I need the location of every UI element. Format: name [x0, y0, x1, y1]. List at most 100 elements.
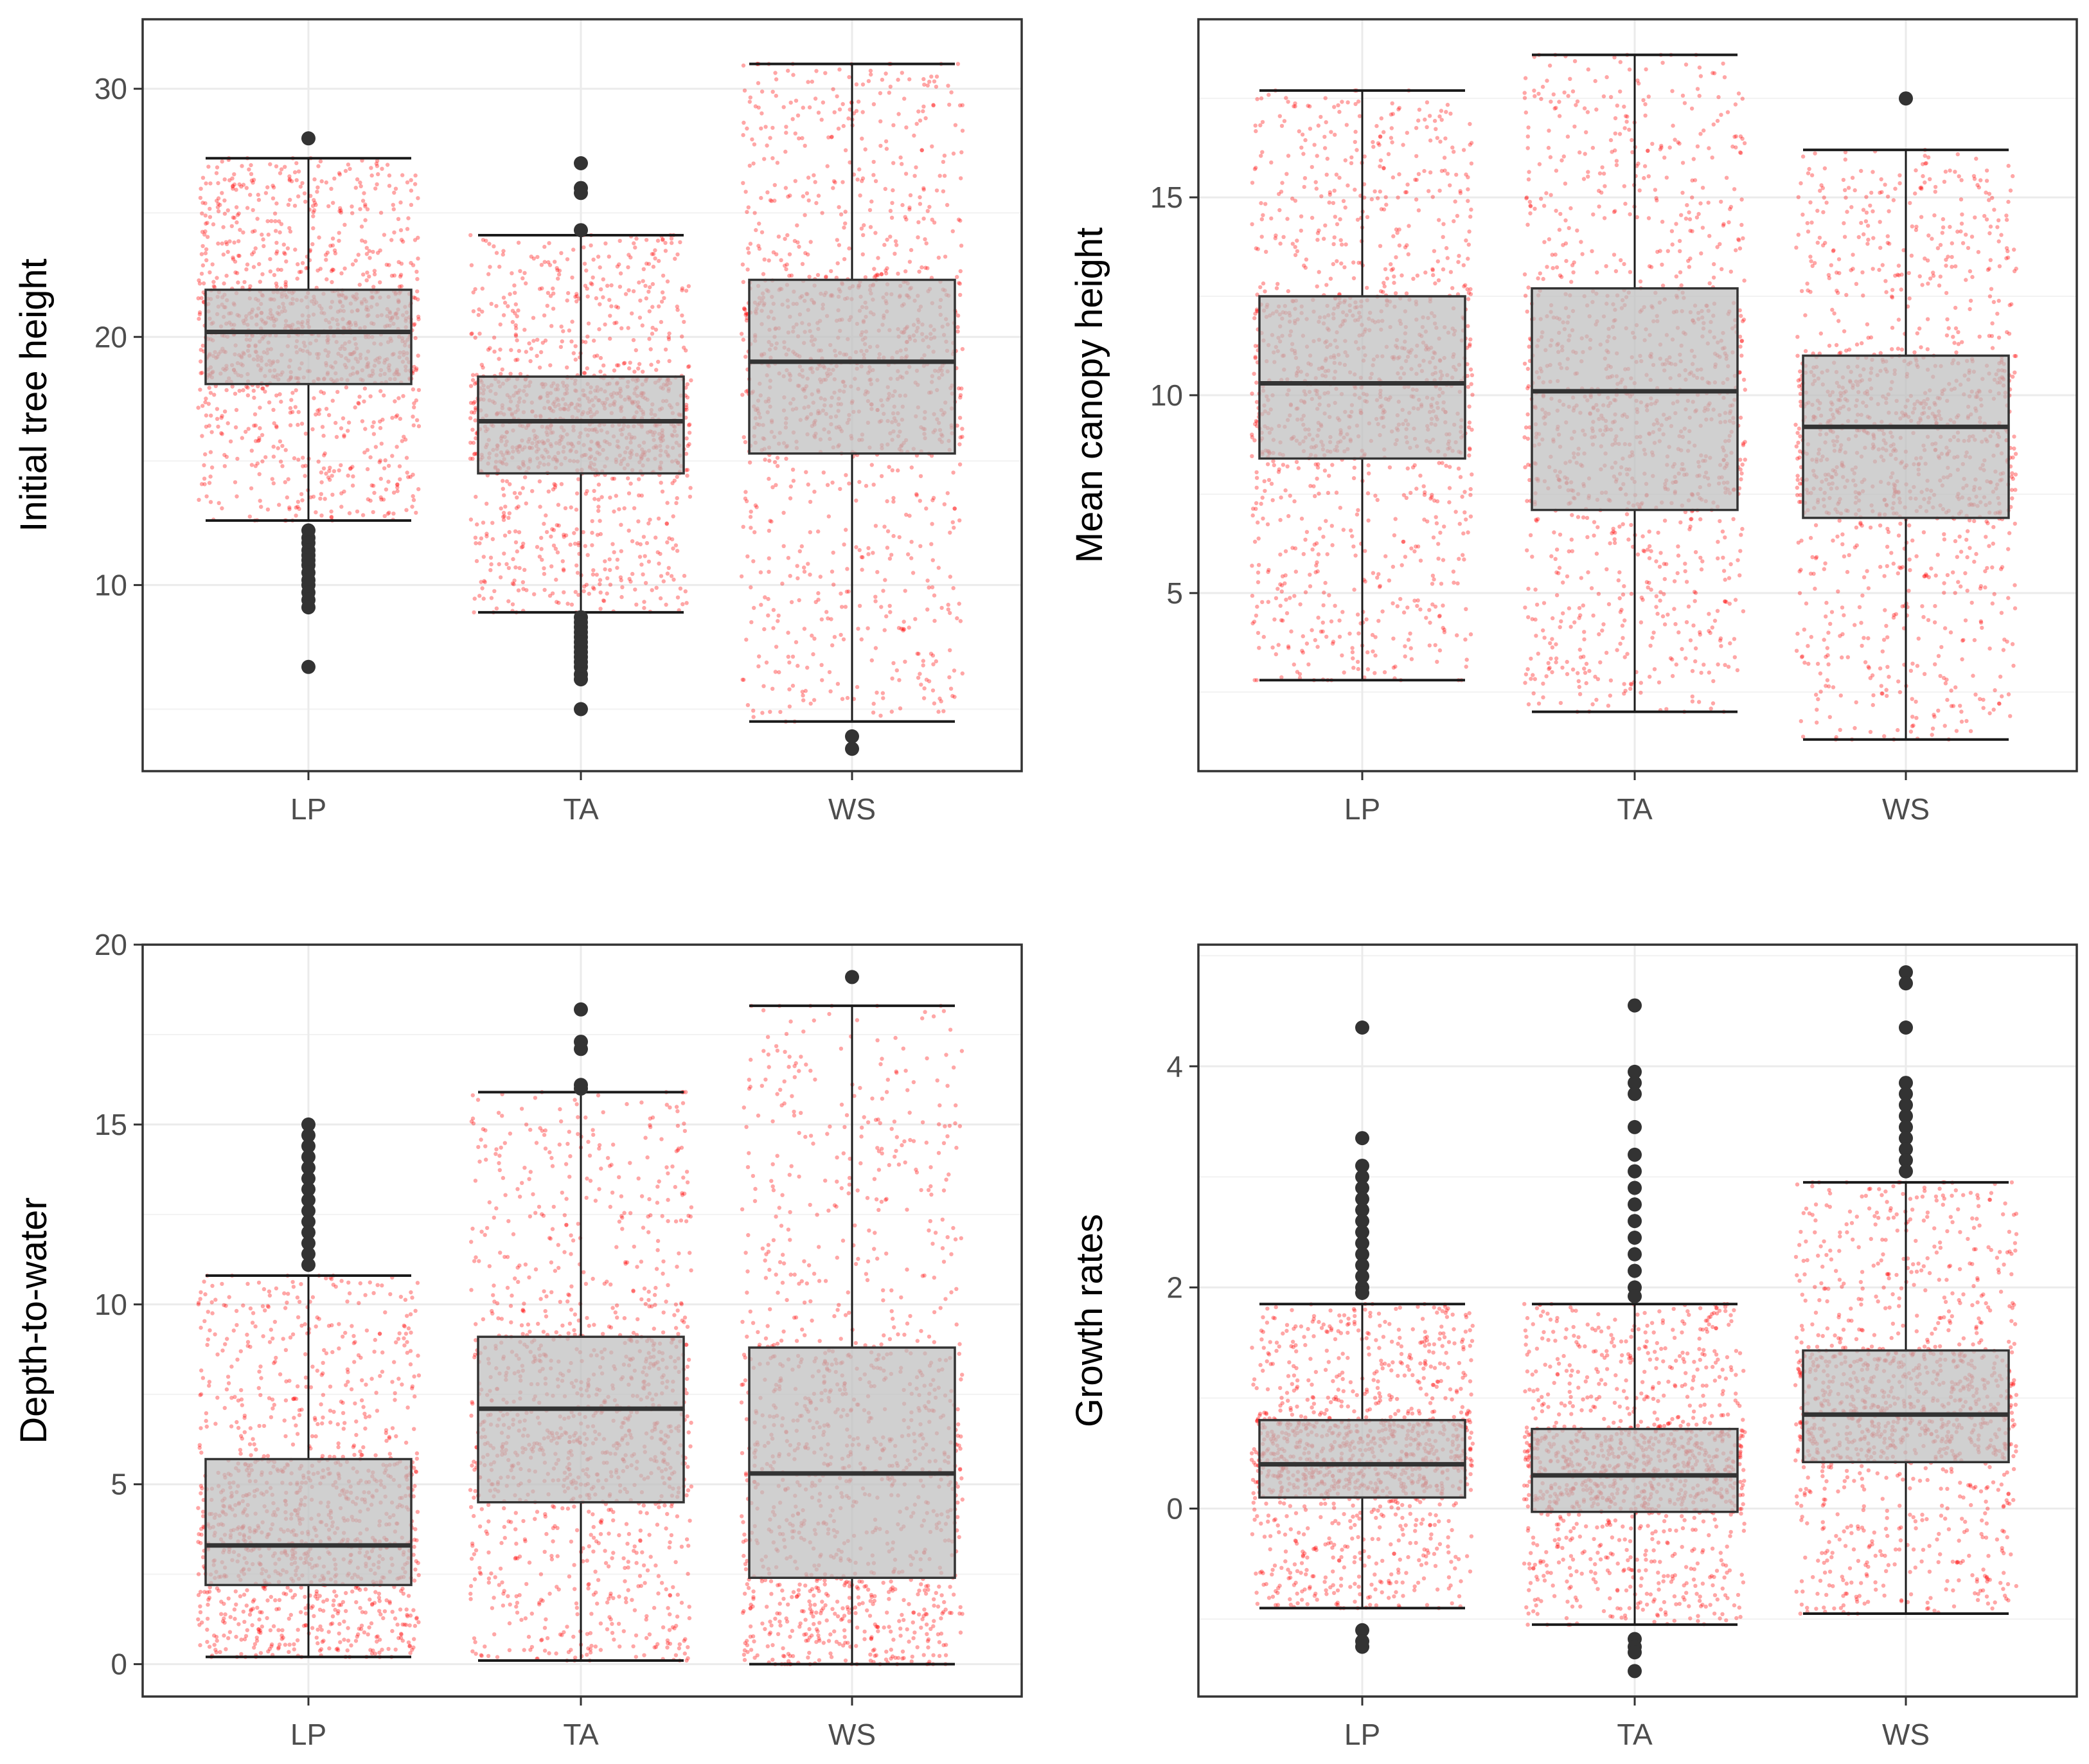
jitter-point: [1374, 123, 1379, 129]
jitter-point: [1366, 463, 1371, 468]
jitter-point: [1351, 276, 1356, 281]
jitter-point: [918, 202, 923, 206]
jitter-point: [494, 251, 499, 255]
jitter-point: [924, 506, 929, 511]
jitter-point: [208, 181, 213, 186]
jitter-point: [373, 186, 378, 191]
jitter-point: [337, 468, 341, 473]
jitter-point: [338, 206, 342, 211]
jitter-point: [474, 541, 478, 546]
jitter-point: [361, 272, 366, 277]
jitter-point: [891, 661, 896, 666]
jitter-point: [1391, 636, 1396, 641]
jitter-point: [283, 282, 288, 287]
jitter-point: [1468, 121, 1472, 127]
jitter-point: [256, 192, 260, 197]
jitter-point: [1423, 270, 1428, 275]
jitter-point: [796, 240, 800, 245]
jitter-point: [236, 239, 241, 244]
jitter-point: [481, 238, 486, 242]
jitter-point: [956, 62, 961, 66]
jitter-point: [215, 199, 219, 203]
jitter-point: [571, 351, 576, 355]
jitter-point: [1558, 625, 1562, 630]
jitter-point: [675, 474, 679, 479]
jitter-point: [675, 549, 680, 553]
jitter-point: [958, 292, 963, 298]
jitter-point: [574, 563, 579, 568]
jitter-point: [244, 186, 249, 190]
jitter-point: [1314, 563, 1319, 568]
jitter-point: [237, 389, 242, 393]
jitter-point: [1441, 235, 1445, 239]
jitter-point: [226, 421, 230, 425]
jitter-point: [228, 439, 233, 444]
jitter-point: [510, 271, 514, 276]
jitter-point: [513, 565, 518, 570]
jitter-point: [582, 262, 587, 266]
jitter-point: [260, 386, 265, 391]
jitter-point: [573, 357, 578, 362]
jitter-point: [222, 464, 227, 468]
jitter-point: [265, 185, 270, 190]
jitter-point: [494, 304, 499, 308]
jitter-point: [904, 512, 909, 517]
jitter-point: [233, 270, 238, 275]
jitter-point: [682, 345, 686, 350]
jitter-point: [785, 262, 789, 267]
jitter-point: [860, 136, 864, 141]
jitter-point: [1684, 656, 1688, 661]
jitter-point: [277, 503, 281, 507]
jitter-point: [473, 451, 477, 456]
jitter-point: [1274, 596, 1279, 600]
jitter-point: [319, 470, 324, 475]
jitter-point: [939, 605, 944, 610]
jitter-point: [201, 281, 206, 286]
jitter-point: [1629, 591, 1634, 596]
jitter-point: [296, 422, 300, 427]
jitter-point: [203, 229, 208, 234]
jitter-point: [649, 362, 653, 367]
jitter-point: [844, 528, 848, 532]
jitter-point: [337, 171, 342, 175]
jitter-point: [1363, 579, 1367, 584]
jitter-point: [942, 174, 947, 178]
box-iqr: [477, 375, 685, 475]
jitter-point: [648, 517, 652, 522]
jitter-point: [1349, 161, 1354, 166]
jitter-point: [369, 483, 374, 488]
jitter-point: [1327, 593, 1331, 598]
jitter-point: [767, 569, 771, 574]
jitter-point: [335, 389, 340, 395]
jitter-point: [392, 190, 396, 195]
jitter-point: [669, 236, 674, 241]
jitter-point: [860, 176, 866, 181]
jitter-point: [1266, 600, 1271, 604]
jitter-point: [1468, 337, 1473, 342]
jitter-point: [884, 271, 889, 276]
jitter-point: [231, 255, 235, 260]
jitter-point: [760, 230, 765, 235]
jitter-point: [297, 506, 301, 512]
jitter-point: [860, 567, 864, 572]
jitter-point: [1346, 100, 1350, 105]
jitter-point: [816, 111, 821, 115]
jitter-point: [771, 608, 776, 612]
jitter-point: [1269, 160, 1274, 165]
jitter-point: [393, 186, 398, 191]
jitter-point: [498, 322, 502, 327]
jitter-point: [1435, 659, 1439, 664]
jitter-point: [596, 497, 601, 502]
jitter-point: [1303, 265, 1308, 270]
jitter-point: [1260, 600, 1265, 605]
jitter-point: [1316, 616, 1320, 620]
jitter-point: [1695, 144, 1700, 148]
jitter-point: [503, 504, 508, 509]
jitter-point: [316, 459, 321, 464]
jitter-point: [605, 591, 609, 596]
jitter-point: [612, 550, 616, 555]
jitter-point: [1396, 195, 1400, 200]
jitter-point: [258, 280, 262, 284]
jitter-point: [930, 558, 936, 562]
jitter-point: [278, 459, 283, 464]
